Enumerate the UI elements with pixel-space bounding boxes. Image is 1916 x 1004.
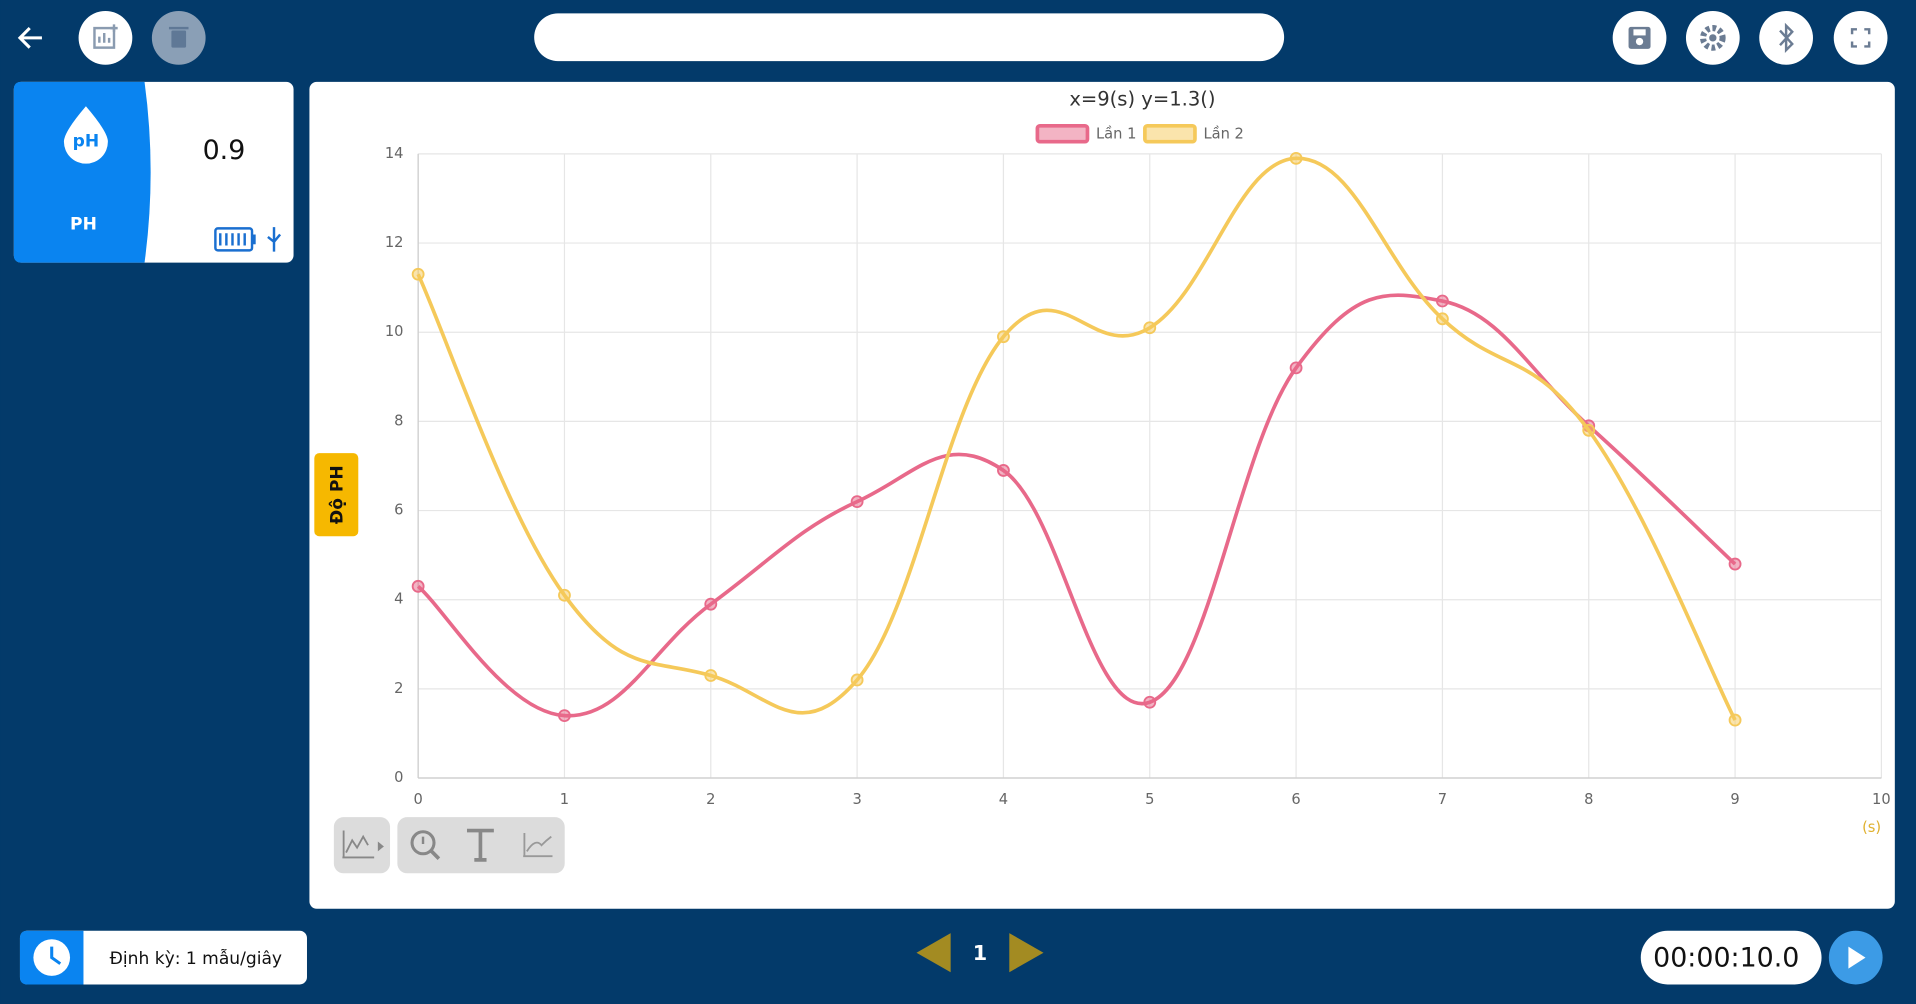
legend-label: Lần 1 xyxy=(1096,125,1136,142)
save-button[interactable] xyxy=(1612,10,1667,65)
data-point xyxy=(1435,294,1449,308)
data-point xyxy=(997,464,1010,477)
series-line xyxy=(416,156,1737,721)
sensor-value: 0.9 xyxy=(203,135,246,166)
sensor-name: PH xyxy=(70,215,97,235)
back-button[interactable] xyxy=(17,27,42,49)
data-point xyxy=(411,579,425,593)
data-point xyxy=(850,673,864,687)
play-button[interactable] xyxy=(1828,930,1883,985)
curve-button[interactable] xyxy=(523,833,553,858)
data-point xyxy=(558,709,571,723)
y-tick-label: 6 xyxy=(394,502,403,519)
timer: 00:00:10.0 xyxy=(1653,942,1799,973)
data-point xyxy=(850,495,864,509)
y-tick-label: 12 xyxy=(385,234,404,251)
search-bar[interactable] xyxy=(534,13,1285,62)
y-tick-label: 14 xyxy=(385,145,404,162)
sampling-box[interactable] xyxy=(19,930,307,985)
settings-button[interactable] xyxy=(1685,10,1740,65)
add-chart-button[interactable] xyxy=(78,10,133,65)
data-point xyxy=(1728,713,1742,727)
y-tick-label: 0 xyxy=(394,769,403,786)
legend-label: Lần 2 xyxy=(1204,125,1244,142)
x-axis-label: (s) xyxy=(1862,819,1881,836)
x-tick-label: 0 xyxy=(413,791,422,808)
x-tick-label: 9 xyxy=(1730,791,1739,808)
data-point xyxy=(1143,695,1157,709)
x-tick-label: 7 xyxy=(1438,791,1447,808)
timer-box xyxy=(1640,930,1822,985)
y-tick-label: 10 xyxy=(385,323,404,340)
legend-swatch xyxy=(1035,123,1090,144)
x-tick-label: 1 xyxy=(560,791,569,808)
bluetooth-button[interactable] xyxy=(1759,10,1813,65)
legend-swatch xyxy=(1143,123,1197,144)
zoom-button[interactable] xyxy=(410,830,441,860)
data-point xyxy=(1582,423,1596,437)
sampling-text: Định kỳ: 1 mẫu/giây xyxy=(110,948,282,969)
data-point xyxy=(558,588,571,602)
y-label-box xyxy=(314,453,359,537)
x-tick-label: 6 xyxy=(1291,791,1300,808)
data-point xyxy=(1728,557,1742,571)
delete-button[interactable] xyxy=(151,10,206,65)
prev-page[interactable] xyxy=(916,933,951,973)
data-point xyxy=(1143,321,1157,335)
x-tick-label: 3 xyxy=(852,791,861,808)
x-tick-label: 10 xyxy=(1872,791,1891,808)
sensor-card[interactable]: pH xyxy=(13,81,294,263)
y-tick-label: 2 xyxy=(394,680,403,697)
x-tick-label: 4 xyxy=(999,791,1008,808)
next-page[interactable] xyxy=(1009,933,1044,973)
series-line xyxy=(416,293,1737,718)
y-tick-label: 8 xyxy=(394,412,403,429)
data-point xyxy=(1289,361,1303,375)
page-number: 1 xyxy=(973,941,987,965)
data-point xyxy=(1435,312,1449,326)
data-point xyxy=(411,267,425,281)
chart-title: x=9(s) y=1.3() xyxy=(1069,88,1215,111)
chart-panel xyxy=(309,81,1895,909)
y-tick-label: 4 xyxy=(394,591,403,608)
x-tick-label: 8 xyxy=(1584,791,1593,808)
data-point xyxy=(704,597,718,611)
data-point xyxy=(1289,151,1303,165)
text-button[interactable] xyxy=(466,828,494,862)
fullscreen-button[interactable] xyxy=(1833,10,1888,65)
data-point xyxy=(704,669,718,682)
data-point xyxy=(997,330,1010,344)
chart-type-button[interactable] xyxy=(333,817,391,874)
y-axis-label: Độ PH xyxy=(328,465,348,524)
x-tick-label: 2 xyxy=(706,791,715,808)
x-tick-label: 5 xyxy=(1145,791,1154,808)
ph-icon-label: pH xyxy=(73,132,100,152)
